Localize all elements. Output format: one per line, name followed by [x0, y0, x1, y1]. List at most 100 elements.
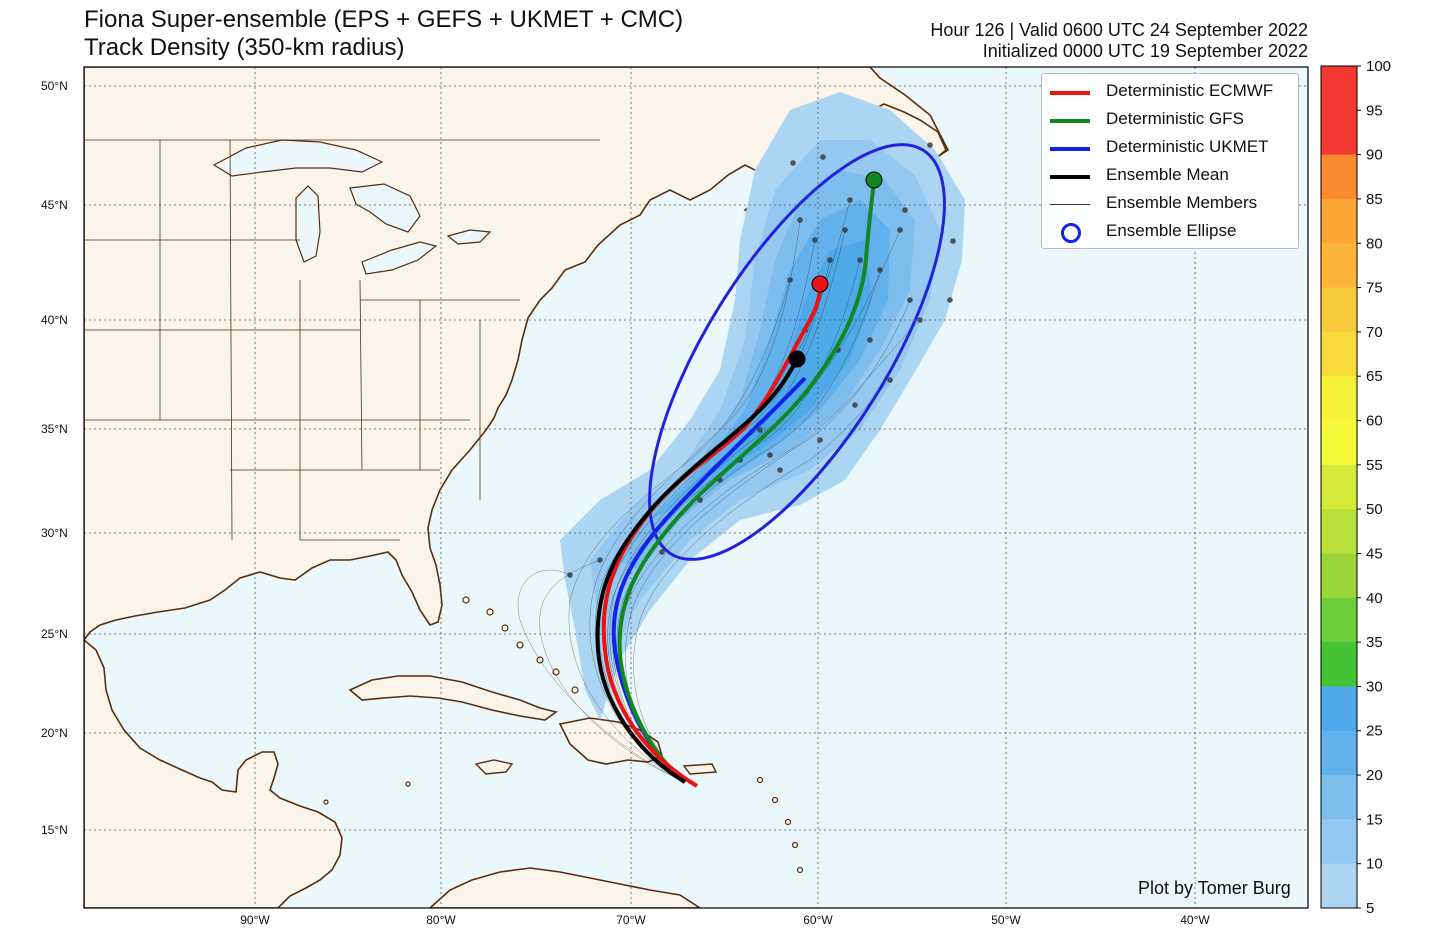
ensemble-mean-track — [595, 358, 799, 784]
members-line-swatch — [1050, 204, 1090, 205]
ensemble-ellipse — [648, 143, 946, 561]
colorbar-tick-label: 25 — [1366, 723, 1383, 740]
latitude-labels: 50°N 45°N 40°N 35°N 30°N 25°N 20°N 15°N — [41, 79, 68, 837]
colorbar-segment — [1321, 553, 1357, 599]
lat-label: 50°N — [41, 79, 68, 93]
legend-label: Ensemble Ellipse — [1106, 221, 1237, 240]
lon-label: 70°W — [616, 913, 646, 927]
map-frame — [83, 66, 1309, 909]
chart-title: Fiona Super-ensemble (EPS + GEFS + UKMET… — [84, 6, 683, 62]
legend-item-ukmet: Deterministic UKMET — [1042, 134, 1298, 162]
colorbar-segment — [1321, 597, 1357, 643]
colorbar-tick-label: 50 — [1366, 501, 1383, 518]
colorbar-tick-label: 75 — [1366, 280, 1383, 297]
cuba-land — [348, 675, 558, 721]
colorbar-segment — [1321, 420, 1357, 466]
legend-item-gfs: Deterministic GFS — [1042, 106, 1298, 134]
lon-label: 40°W — [1180, 913, 1210, 927]
gfs-line-swatch — [1050, 119, 1090, 123]
south-america-land — [428, 867, 702, 908]
colorbar-tick-label: 85 — [1366, 191, 1383, 208]
colorbar-segment — [1321, 464, 1357, 510]
colorbar-segment — [1321, 642, 1357, 687]
legend-label: Ensemble Members — [1106, 193, 1258, 212]
legend-item-ecmwf: Deterministic ECMWF — [1042, 78, 1298, 106]
legend-label: Deterministic ECMWF — [1106, 81, 1274, 100]
colorbar-tick-label: 35 — [1366, 634, 1383, 651]
colorbar-tick-label: 15 — [1366, 811, 1383, 828]
mean-line-swatch — [1050, 175, 1090, 179]
lat-label: 40°N — [41, 313, 68, 327]
map-legend: Deterministic ECMWF Deterministic GFS De… — [1041, 73, 1299, 249]
colorbar-segment — [1321, 243, 1357, 289]
colorbar-segment — [1321, 509, 1357, 554]
colorbar-tick-label: 80 — [1366, 235, 1383, 252]
colorbar-tick-label: 60 — [1366, 413, 1383, 430]
colorbar-tick-label: 90 — [1366, 147, 1383, 164]
colorbar-tick-label: 45 — [1366, 545, 1383, 562]
legend-label: Deterministic GFS — [1106, 109, 1244, 128]
jamaica-land — [474, 759, 514, 775]
colorbar-frame — [1320, 65, 1358, 909]
colorbar-segment — [1321, 376, 1357, 422]
mean-endpoint — [788, 350, 806, 368]
ecmwf-line-swatch — [1050, 91, 1090, 95]
title-line-2: Track Density (350-km radius) — [84, 34, 405, 61]
colorbar-segment — [1321, 331, 1357, 377]
lon-label: 80°W — [426, 913, 456, 927]
colorbar-segment — [1321, 819, 1357, 865]
longitude-labels: 90°W 80°W 70°W 60°W 50°W 40°W — [240, 913, 1210, 927]
colorbar-tick-label: 100 — [1366, 58, 1391, 75]
colorbar-segment — [1321, 66, 1357, 111]
map-layer — [84, 67, 965, 908]
valid-time: Hour 126 | Valid 0600 UTC 24 September 2… — [930, 20, 1308, 40]
great-lakes — [212, 139, 492, 275]
colorbar-segment — [1321, 198, 1357, 244]
colorbar-segment — [1321, 154, 1357, 200]
legend-item-members: Ensemble Members — [1042, 190, 1298, 218]
lat-label: 20°N — [41, 726, 68, 740]
puerto-rico-land — [682, 763, 718, 775]
legend-label: Deterministic UKMET — [1106, 137, 1269, 156]
run-info: Hour 126 | Valid 0600 UTC 24 September 2… — [930, 20, 1308, 62]
colorbar-segment — [1321, 863, 1357, 909]
ensemble-member-tracks — [517, 199, 921, 781]
colorbar-tick-label: 95 — [1366, 102, 1383, 119]
lat-label: 25°N — [41, 627, 68, 641]
lon-label: 50°W — [991, 913, 1021, 927]
gfs-endpoint — [865, 171, 883, 189]
lat-label: 45°N — [41, 198, 68, 212]
colorbar-segment — [1321, 775, 1357, 820]
lat-label: 35°N — [41, 422, 68, 436]
ellipse-marker-icon — [1061, 223, 1081, 243]
colorbar-tick-label: 40 — [1366, 590, 1383, 607]
colorbar-tick-label: 65 — [1366, 368, 1383, 385]
title-line-1: Fiona Super-ensemble (EPS + GEFS + UKMET… — [84, 6, 684, 33]
colorbar: 100 95 90 85 80 75 70 65 60 55 50 45 40 35 30 25 20 15 10 5 — [1320, 58, 1391, 917]
legend-item-mean: Ensemble Mean — [1042, 162, 1298, 190]
colorbar-tick-label: 55 — [1366, 457, 1383, 474]
colorbar-tick-label: 20 — [1366, 767, 1383, 784]
colorbar-segment — [1321, 730, 1357, 776]
init-time: Initialized 0000 UTC 19 September 2022 — [982, 41, 1308, 61]
lon-label: 90°W — [240, 913, 270, 927]
political-borders — [84, 139, 600, 541]
lon-label: 60°W — [803, 913, 833, 927]
colorbar-segment — [1321, 110, 1357, 156]
lat-label: 15°N — [41, 823, 68, 837]
small-islands — [323, 596, 804, 874]
legend-item-ellipse: Ensemble Ellipse — [1042, 218, 1298, 246]
colorbar-tick-label: 5 — [1366, 900, 1374, 917]
ukmet-line-swatch — [1050, 147, 1090, 151]
gfs-track — [617, 179, 876, 784]
colorbar-segment — [1321, 287, 1357, 333]
legend-label: Ensemble Mean — [1106, 165, 1229, 184]
colorbar-tick-label: 30 — [1366, 678, 1383, 695]
lat-label: 30°N — [41, 526, 68, 540]
colorbar-tick-label: 70 — [1366, 324, 1383, 341]
ecmwf-endpoint — [811, 275, 829, 293]
colorbar-tick-label: 10 — [1366, 856, 1383, 873]
mexico-central-america-land — [84, 638, 343, 908]
colorbar-segment — [1321, 686, 1357, 732]
